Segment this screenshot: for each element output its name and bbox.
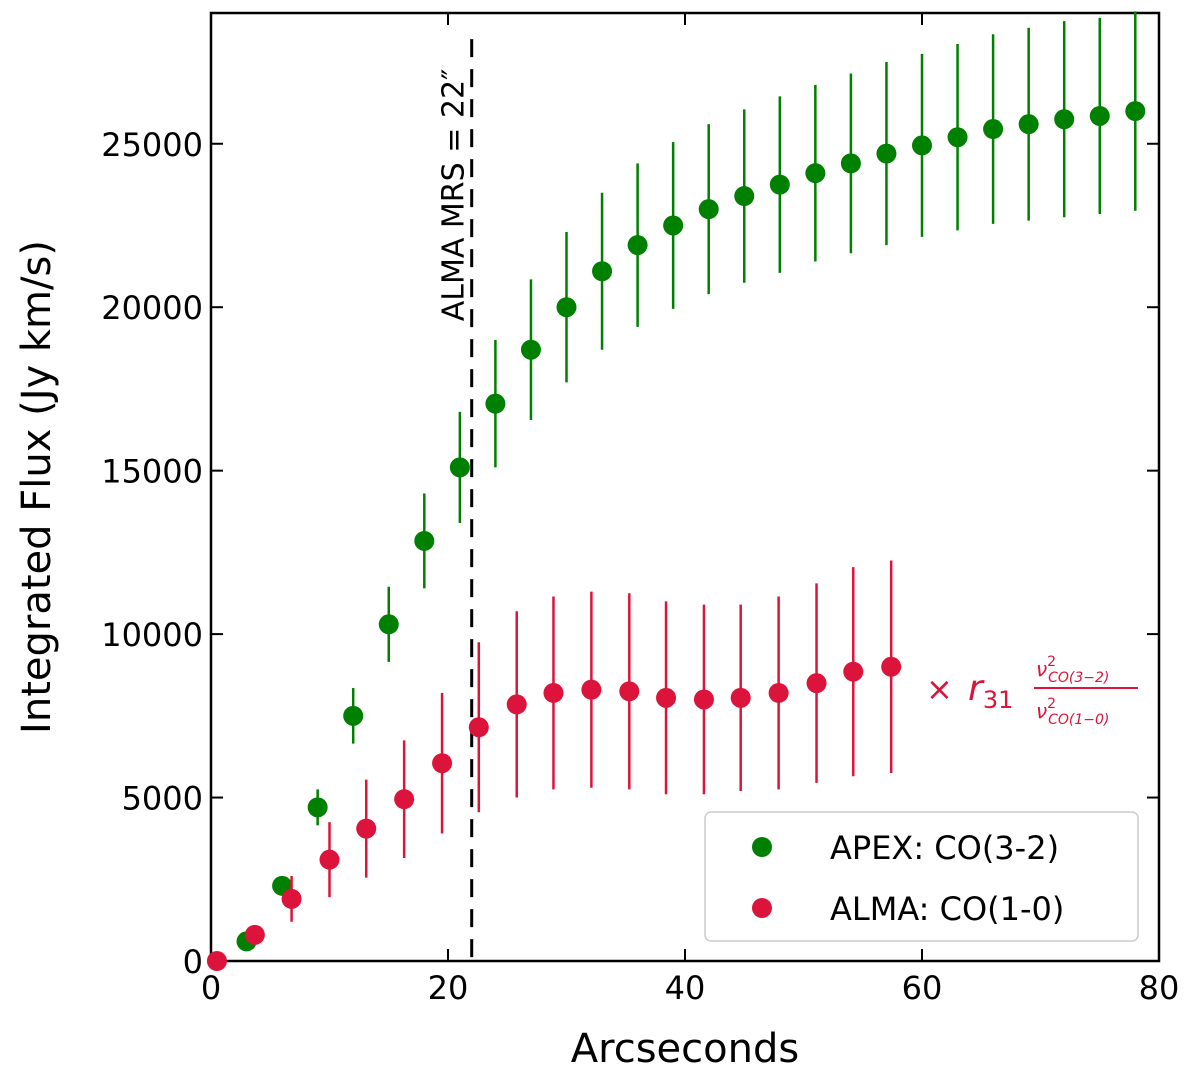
point-0-20 [947,127,968,148]
point-0-12 [663,215,684,236]
legend-label-alma: ALMA: CO(1-0) [830,890,1064,928]
point-0-23 [1054,109,1075,130]
legend: APEX: CO(3-2) ALMA: CO(1-0) [704,811,1139,942]
x-tick-label-4: 80 [1139,969,1180,1007]
point-1-5 [394,789,415,810]
ratio-denominator-symbol: ν [1036,699,1047,723]
point-0-22 [1018,114,1039,135]
svg-text:r31: r31 [968,668,1013,714]
ratio-numerator-exp: 2 [1047,654,1056,670]
x-tick-label-1: 20 [428,969,469,1007]
y-tick-label-0: 0 [183,943,203,981]
ratio-denominator-exp: 2 [1047,696,1056,712]
point-1-7 [468,717,489,738]
point-1-6 [432,753,453,774]
point-0-4 [378,614,399,635]
point-0-3 [343,705,364,726]
point-0-8 [520,339,541,360]
point-1-0 [206,951,227,971]
point-0-16 [805,163,826,184]
x-tick-label-3: 60 [902,969,943,1007]
ratio-prefix: × [926,670,953,708]
point-0-21 [983,119,1004,140]
point-0-25 [1125,101,1146,122]
y-tick-label-2: 10000 [101,616,203,654]
series-0 [236,11,1146,952]
ratio-subscript: 31 [983,686,1014,714]
point-0-2 [307,797,328,818]
point-1-11 [619,681,640,702]
point-1-13 [693,689,714,710]
point-0-24 [1089,105,1110,126]
point-1-3 [319,849,340,870]
point-1-15 [768,682,789,703]
y-tick-label-5: 25000 [101,126,203,164]
y-tick-label-4: 20000 [101,289,203,327]
point-0-11 [627,235,648,256]
point-0-13 [698,199,719,220]
ratio-numerator-symbol: ν [1036,657,1047,681]
point-1-8 [506,694,527,715]
legend-box [704,811,1139,942]
point-0-15 [769,174,790,195]
point-1-1 [244,924,265,945]
y-tick-label-3: 15000 [101,453,203,491]
point-1-16 [806,673,827,694]
point-0-10 [592,261,613,282]
x-tick-label-0: 0 [201,969,221,1007]
point-0-9 [556,297,577,318]
point-0-5 [414,530,435,551]
point-1-18 [881,656,902,677]
y-axis-label: Integrated Flux (Jy km/s) [14,240,60,734]
point-1-17 [843,661,864,682]
point-0-18 [876,143,897,164]
ratio-symbol: r [968,668,985,709]
y-tick-label-1: 5000 [122,780,203,818]
x-axis-label: Arcseconds [571,1026,799,1072]
axis-ticks: 0 20 40 60 80 0 5000 10000 15000 20000 25000 [101,13,1179,1007]
series-group [206,11,1146,971]
legend-label-apex: APEX: CO(3-2) [830,829,1059,867]
point-1-14 [730,687,751,708]
point-0-17 [840,153,861,174]
point-0-14 [734,186,755,207]
x-tick-label-2: 40 [665,969,706,1007]
mrs-line-label: ALMA MRS = 22″ [437,69,472,322]
point-1-2 [281,888,302,909]
point-0-6 [449,457,470,478]
ratio-numerator-sub: CO(3−2) [1048,670,1109,686]
point-1-4 [356,818,377,839]
series-1 [206,560,902,971]
legend-marker-apex [752,837,772,857]
point-1-12 [656,687,677,708]
point-1-10 [581,679,602,700]
point-0-7 [485,393,506,414]
ratio-denominator-sub: CO(1−0) [1048,712,1109,728]
legend-marker-alma [752,898,772,918]
ratio-annotation: × r31 ν2 CO(3−2) ν2 CO(1−0) [926,654,1138,728]
point-1-9 [543,682,564,703]
point-0-19 [912,135,932,156]
